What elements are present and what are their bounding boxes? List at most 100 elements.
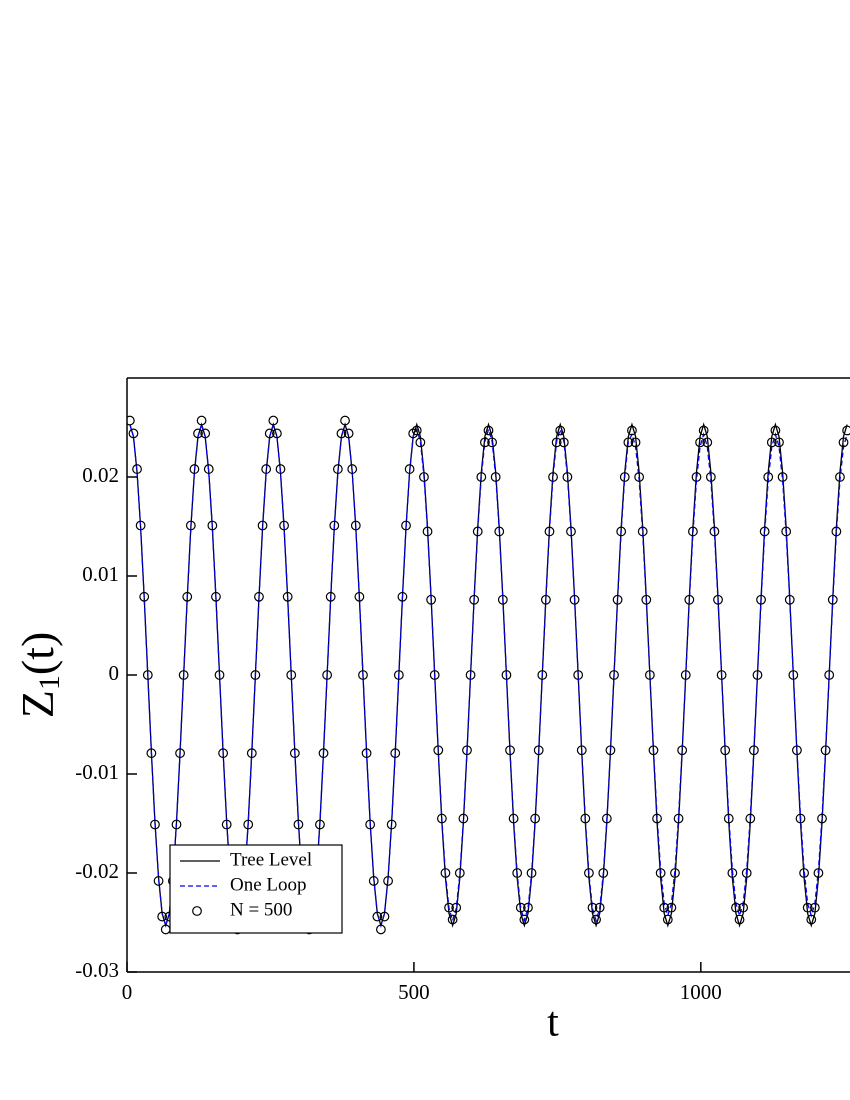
data-point <box>272 428 282 439</box>
y-tick-label: 0.01 <box>82 562 119 586</box>
data-point <box>142 670 153 680</box>
data-point <box>627 425 637 436</box>
data-point <box>368 876 379 886</box>
data-point <box>393 670 404 680</box>
data-point <box>788 670 799 680</box>
data-point <box>332 464 343 474</box>
data-point <box>383 876 393 886</box>
data-point <box>558 437 569 448</box>
data-point <box>616 526 627 537</box>
data-point <box>419 472 429 482</box>
data-point <box>447 914 458 925</box>
data-point <box>537 670 548 680</box>
data-point <box>713 594 723 605</box>
data-point <box>135 520 146 531</box>
data-point <box>361 748 372 759</box>
data-point <box>182 591 193 602</box>
data-point <box>175 748 185 759</box>
data-point <box>594 902 605 913</box>
y-tick-label: -0.02 <box>75 859 119 883</box>
data-point <box>774 437 784 448</box>
data-point <box>472 526 483 537</box>
data-point <box>243 819 254 830</box>
series-line <box>129 422 848 928</box>
data-point <box>462 745 472 756</box>
data-point <box>436 813 447 824</box>
data-point <box>390 748 401 759</box>
data-point <box>835 472 845 482</box>
data-point <box>670 868 680 878</box>
data-point <box>178 670 189 680</box>
legend-label: One Loop <box>230 874 307 895</box>
data-point <box>759 526 770 537</box>
data-point <box>254 591 264 602</box>
data-point <box>720 745 731 756</box>
data-point <box>741 868 752 878</box>
data-point <box>196 415 207 426</box>
data-point <box>659 902 670 913</box>
data-point <box>494 526 505 537</box>
data-point <box>189 464 200 474</box>
data-point <box>279 520 289 531</box>
y-tick-label: -0.03 <box>75 958 119 982</box>
data-point <box>127 415 135 426</box>
data-point <box>343 428 354 439</box>
data-point <box>533 745 544 756</box>
data-point <box>748 745 759 756</box>
data-point <box>566 526 576 537</box>
legend-box <box>169 844 343 934</box>
data-point <box>480 437 490 448</box>
data-point <box>200 428 211 439</box>
data-point <box>662 914 673 925</box>
data-point <box>831 526 842 537</box>
data-point <box>505 745 515 756</box>
data-point <box>842 425 850 436</box>
x-tick-label: 1000 <box>680 980 722 1004</box>
data-point <box>745 813 756 824</box>
data-point <box>153 876 164 886</box>
data-point <box>322 670 333 680</box>
data-point <box>820 745 831 756</box>
data-point <box>584 868 594 878</box>
data-point <box>325 591 336 602</box>
data-point <box>440 868 451 878</box>
data-point <box>666 902 677 913</box>
data-point <box>591 914 601 925</box>
data-point <box>673 813 684 824</box>
data-point <box>275 464 286 474</box>
plot-area <box>127 415 850 935</box>
data-point <box>203 464 214 474</box>
x-tick-label: 500 <box>398 980 430 1004</box>
data-point <box>806 914 817 925</box>
data-point <box>268 415 279 426</box>
data-point <box>415 437 426 448</box>
data-point <box>526 868 537 878</box>
data-point <box>752 670 763 680</box>
data-point <box>555 425 566 436</box>
data-point <box>246 748 257 759</box>
data-point <box>519 914 530 925</box>
data-point <box>221 819 232 830</box>
data-point <box>490 472 501 482</box>
data-point <box>286 670 297 680</box>
data-point <box>282 591 293 602</box>
data-point <box>264 428 275 439</box>
data-point <box>695 437 705 448</box>
data-point <box>691 472 702 482</box>
data-point <box>605 745 616 756</box>
data-point <box>727 868 738 878</box>
data-point <box>523 902 533 913</box>
data-point <box>146 748 157 759</box>
data-point <box>376 924 386 935</box>
legend-marker <box>192 906 202 916</box>
data-point <box>293 819 304 830</box>
data-point <box>688 526 698 537</box>
data-point <box>157 911 168 922</box>
x-axis-label: t <box>547 1000 559 1046</box>
data-point <box>838 437 849 448</box>
data-point <box>487 437 497 448</box>
data-point <box>580 813 591 824</box>
data-point <box>214 670 225 680</box>
data-point <box>207 520 218 531</box>
